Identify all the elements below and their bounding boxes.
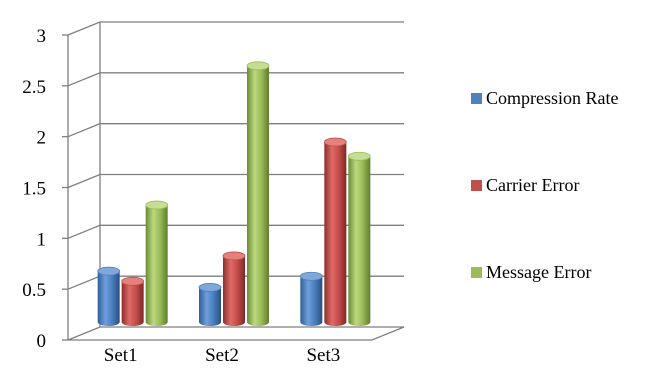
y-tick-label: 2.5 xyxy=(22,77,46,98)
x-tick-label: Set1 xyxy=(104,345,138,366)
x-axis: Set1 Set2 Set3 xyxy=(104,345,340,366)
legend-swatch xyxy=(471,180,482,191)
y-tick-label: 2 xyxy=(37,128,47,149)
bar xyxy=(97,266,121,326)
legend-swatch xyxy=(471,267,482,278)
legend-item: Carrier Error xyxy=(471,175,579,195)
legend-label: Compression Rate xyxy=(486,88,619,108)
bar xyxy=(299,271,323,326)
gridline xyxy=(67,21,404,36)
y-tick-label: 0.5 xyxy=(22,280,46,301)
y-tick-label: 3 xyxy=(37,26,47,47)
legend-swatch xyxy=(471,93,482,104)
y-tick-label: 0 xyxy=(37,331,47,352)
bar xyxy=(145,200,169,326)
legend-item: Message Error xyxy=(471,262,591,282)
x-tick-label: Set3 xyxy=(306,345,340,366)
bar xyxy=(323,137,347,326)
y-tick-label: 1 xyxy=(37,229,47,250)
bar xyxy=(347,151,371,326)
x-tick-label: Set2 xyxy=(205,345,239,366)
bar xyxy=(121,276,145,326)
legend-item: Compression Rate xyxy=(471,88,619,108)
legend-label: Message Error xyxy=(486,262,591,282)
legend: Compression Rate Carrier Error Message Err… xyxy=(471,88,619,282)
y-axis: 0 0.5 1 1.5 2 2.5 3 xyxy=(22,22,101,352)
bar xyxy=(198,283,222,326)
floor xyxy=(67,326,405,341)
bar xyxy=(222,251,246,326)
bar xyxy=(246,61,270,327)
y-tick-label: 1.5 xyxy=(22,179,46,200)
legend-label: Carrier Error xyxy=(486,175,579,195)
gridline xyxy=(67,123,404,138)
bars xyxy=(97,61,371,327)
gridline xyxy=(67,72,404,87)
